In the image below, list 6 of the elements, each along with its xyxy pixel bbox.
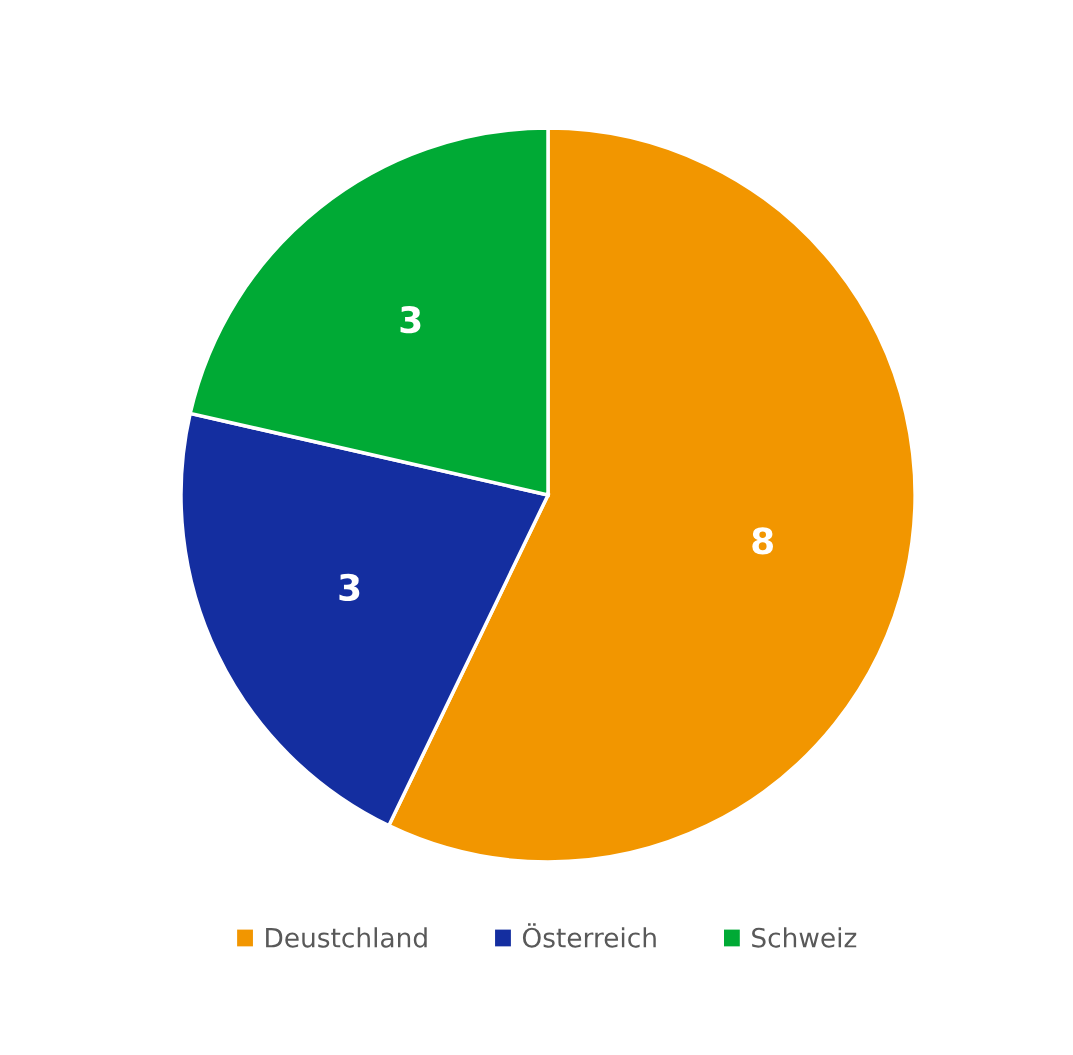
- data-label: 3: [400, 306, 421, 334]
- legend-label: Österreich: [522, 923, 656, 948]
- legend-label: Schweiz: [752, 927, 857, 948]
- legend-label: Deustchland: [266, 927, 427, 948]
- data-label: 3: [339, 573, 360, 602]
- data-label: 8: [752, 527, 773, 555]
